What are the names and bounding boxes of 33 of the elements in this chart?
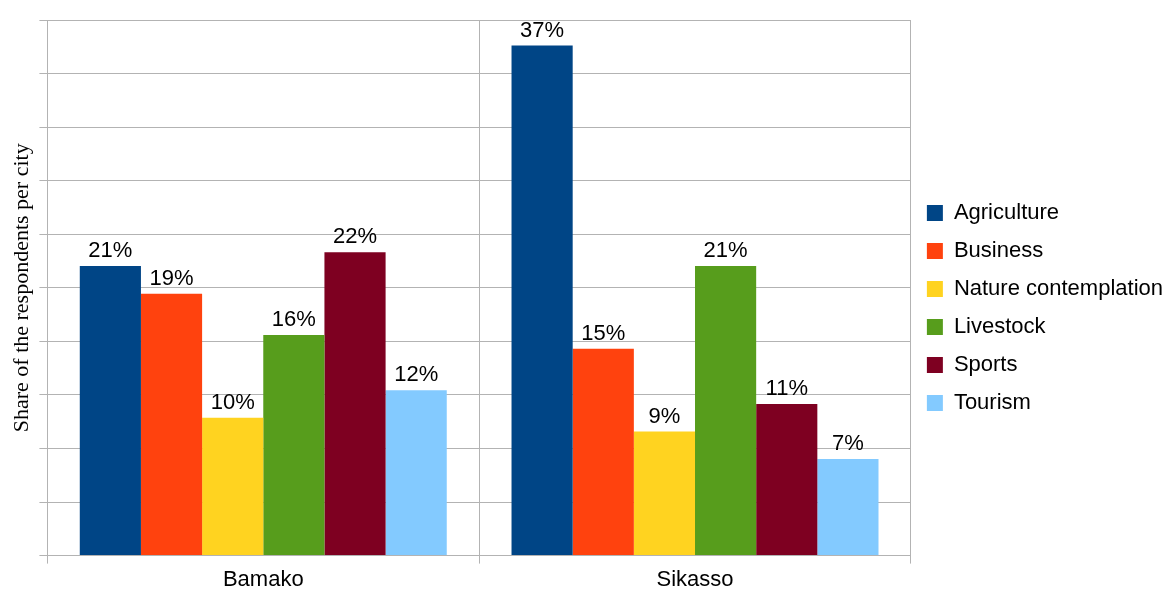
bar <box>79 266 141 556</box>
bar <box>756 403 818 556</box>
x-tick-label: Bamako <box>222 565 304 591</box>
data-label: 22% <box>332 223 378 249</box>
data-label: 21% <box>88 237 133 263</box>
bar <box>695 266 757 556</box>
data-label: 7% <box>832 430 864 456</box>
bar <box>511 45 573 556</box>
bar <box>385 390 447 556</box>
x-tick-label: Sikasso <box>656 565 734 591</box>
legend-label: Sports <box>953 351 1018 377</box>
data-label: 15% <box>581 319 626 345</box>
bar <box>817 459 879 556</box>
data-label: 37% <box>520 16 565 42</box>
y-axis-title: Share of the respondents per city <box>7 143 33 433</box>
bar <box>202 417 264 556</box>
bar <box>324 252 386 556</box>
legend-label: Livestock <box>953 313 1047 339</box>
data-label: 9% <box>648 402 681 428</box>
legend-label: Agriculture <box>953 199 1060 225</box>
bar <box>140 293 203 556</box>
data-label: 11% <box>765 375 808 401</box>
legend-label: Nature contemplation <box>953 275 1164 301</box>
data-label: 10% <box>210 388 255 414</box>
legend-label: Business <box>953 237 1044 263</box>
bar <box>263 335 325 556</box>
data-label: 16% <box>271 306 316 332</box>
bar <box>572 348 634 556</box>
bar <box>633 431 696 556</box>
data-label: 21% <box>703 237 748 263</box>
legend-label: Tourism <box>953 389 1031 415</box>
data-label: 12% <box>394 361 439 387</box>
data-label: 19% <box>149 264 194 290</box>
